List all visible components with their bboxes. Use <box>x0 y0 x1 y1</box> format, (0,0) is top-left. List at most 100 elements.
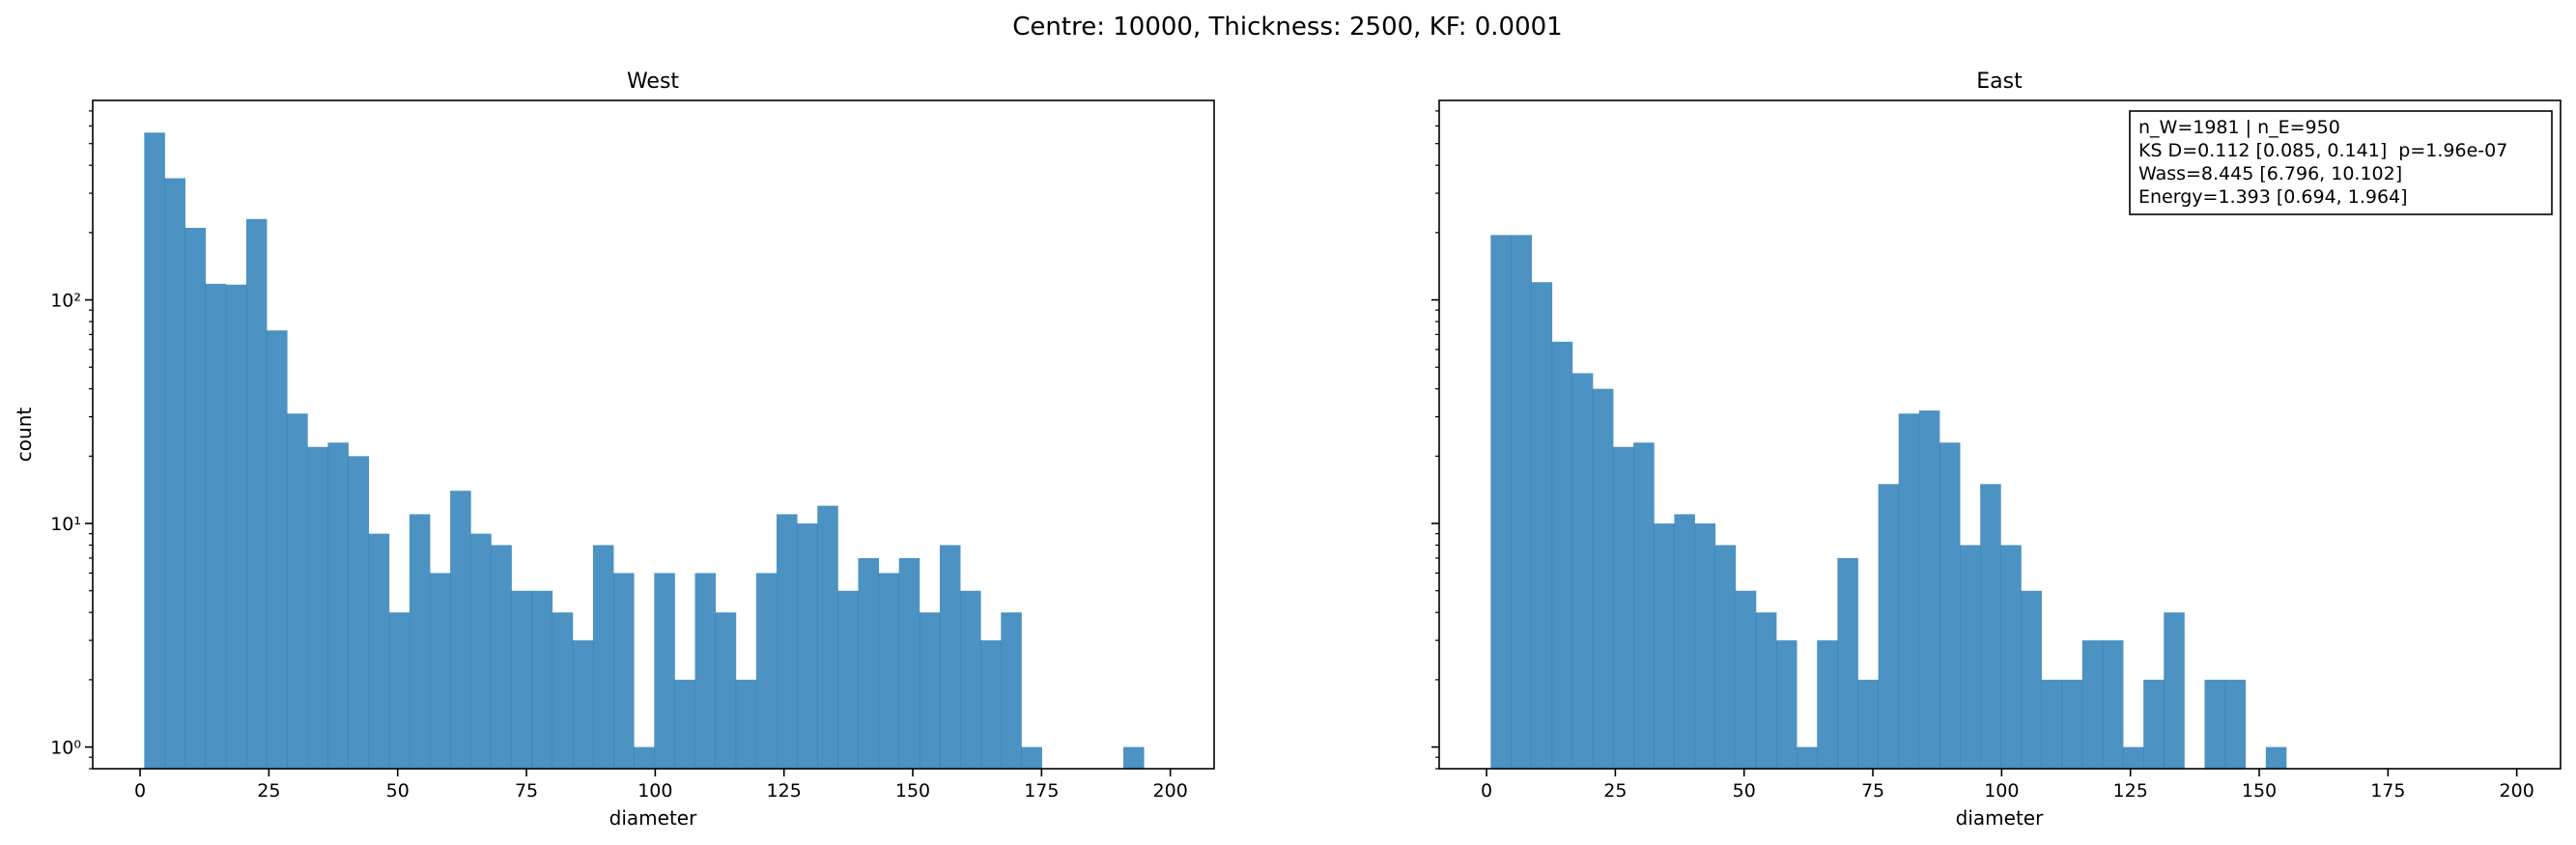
bar-19 <box>531 590 553 769</box>
x-tick-label: 150 <box>2242 780 2277 802</box>
bar-11 <box>1714 545 1737 769</box>
bar-38 <box>919 612 941 769</box>
west-plot-frame <box>92 99 1215 770</box>
bar-40 <box>960 590 981 769</box>
bar-29 <box>735 679 757 769</box>
bar-19 <box>1878 484 1900 769</box>
bar-5 <box>245 218 268 770</box>
bar-43 <box>1021 746 1042 769</box>
bar-37 <box>898 557 920 769</box>
bar-3 <box>205 283 227 769</box>
bar-3 <box>1551 341 1573 769</box>
bar-0 <box>144 132 165 769</box>
bar-42 <box>1001 612 1022 769</box>
bar-28 <box>715 612 737 769</box>
bar-15 <box>450 491 471 769</box>
y-tick-label: 10¹ <box>50 514 81 535</box>
bar-17 <box>1837 557 1858 769</box>
x-tick-label: 200 <box>2500 780 2534 802</box>
x-tick-label: 75 <box>1861 780 1884 802</box>
bar-18 <box>511 590 532 769</box>
bar-27 <box>694 573 717 769</box>
bar-22 <box>592 545 614 769</box>
bar-0 <box>1490 235 1512 769</box>
bar-32 <box>2143 679 2165 769</box>
x-tick-label: 75 <box>515 780 538 802</box>
bar-23 <box>1960 545 1981 769</box>
bar-15 <box>1797 746 1818 769</box>
bar-6 <box>267 330 288 769</box>
bar-23 <box>613 573 635 769</box>
bar-26 <box>2021 590 2042 769</box>
bar-22 <box>1939 442 1961 769</box>
bar-2 <box>184 227 207 769</box>
x-tick-label: 100 <box>1984 780 2019 802</box>
x-tick-label: 0 <box>134 780 146 802</box>
bar-36 <box>878 573 900 769</box>
west-y-axis: 10⁰ 10¹ 10² <box>50 110 93 770</box>
stats-line-2: KS D=0.112 [0.085, 0.141] p=1.96e-07 <box>2138 140 2507 161</box>
bar-25 <box>654 573 675 769</box>
bar-10 <box>348 456 370 769</box>
west-y-label: count <box>13 408 36 463</box>
bar-48 <box>1123 746 1145 769</box>
west-x-label: diameter <box>609 806 697 830</box>
bar-39 <box>939 545 961 769</box>
x-tick-label: 100 <box>637 780 672 802</box>
bar-32 <box>797 523 818 769</box>
bar-24 <box>1980 484 2001 769</box>
bar-21 <box>1918 410 1940 769</box>
bar-31 <box>777 514 798 769</box>
bar-24 <box>634 746 655 769</box>
east-x-label: diameter <box>1956 806 2044 830</box>
bar-5 <box>1592 388 1614 769</box>
bar-28 <box>2061 679 2083 769</box>
x-tick-label: 200 <box>1153 780 1188 802</box>
bar-8 <box>1654 523 1675 769</box>
x-tick-label: 175 <box>1024 780 1059 802</box>
bar-14 <box>1775 640 1798 769</box>
bar-16 <box>1817 640 1838 769</box>
bar-33 <box>2164 612 2185 769</box>
bar-11 <box>368 533 390 769</box>
bar-6 <box>1613 446 1634 769</box>
x-tick-label: 150 <box>895 780 930 802</box>
east-y-axis <box>1431 110 1439 770</box>
bar-9 <box>327 442 349 769</box>
y-tick-label: 10² <box>50 291 81 312</box>
bar-17 <box>491 545 512 769</box>
bar-34 <box>837 590 859 769</box>
x-tick-label: 125 <box>767 780 802 802</box>
east-title: East <box>1976 70 2023 94</box>
bar-27 <box>2041 679 2063 769</box>
west-title: West <box>627 70 679 94</box>
bar-9 <box>1674 514 1695 769</box>
x-tick-label: 50 <box>1733 780 1756 802</box>
bar-2 <box>1531 282 1553 769</box>
bar-7 <box>1633 442 1655 769</box>
bar-1 <box>1511 235 1532 769</box>
x-tick-label: 175 <box>2370 780 2405 802</box>
bar-30 <box>755 573 778 769</box>
x-tick-label: 125 <box>2113 780 2148 802</box>
bar-29 <box>2081 640 2104 769</box>
east-plot-frame <box>1438 99 2562 770</box>
bar-20 <box>1898 413 1920 769</box>
bar-21 <box>572 640 594 769</box>
stats-line-1: n_W=1981 | n_E=950 <box>2138 117 2340 138</box>
stats-line-4: Energy=1.393 [0.694, 1.964] <box>2138 186 2408 208</box>
x-tick-label: 50 <box>386 780 410 802</box>
stats-annotation: n_W=1981 | n_E=950 KS D=0.112 [0.085, 0.… <box>2129 110 2553 215</box>
bar-31 <box>2123 746 2144 769</box>
bar-13 <box>1755 612 1777 769</box>
bar-12 <box>388 612 410 769</box>
x-tick-label: 25 <box>1603 780 1627 802</box>
west-x-axis: 0 25 50 75 100 125 150 175 200 <box>134 769 1188 802</box>
bar-8 <box>307 446 328 769</box>
bar-13 <box>409 514 431 769</box>
bar-20 <box>552 612 574 769</box>
stats-line-3: Wass=8.445 [6.796, 10.102] <box>2138 163 2402 184</box>
bar-16 <box>470 533 492 769</box>
bar-14 <box>429 573 451 769</box>
